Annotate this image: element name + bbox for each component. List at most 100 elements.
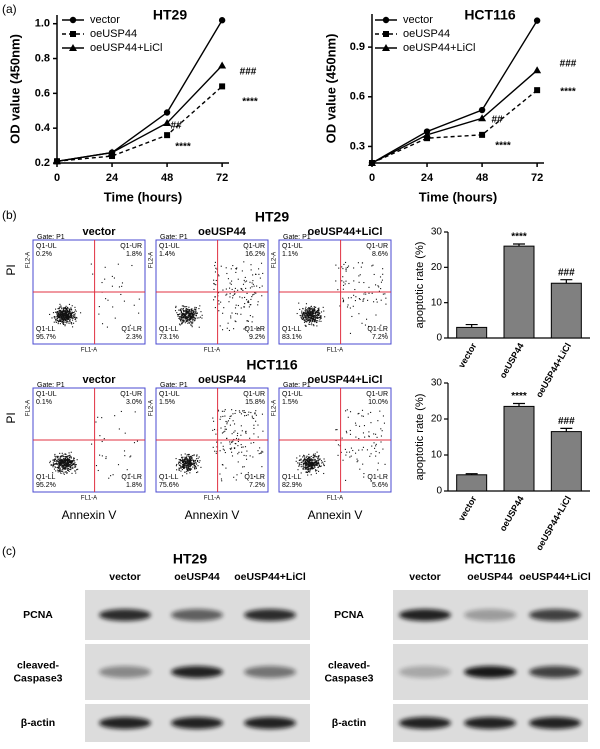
dot <box>180 316 182 318</box>
y-tick-label: 0 <box>436 333 442 344</box>
dot <box>186 459 188 461</box>
dot <box>53 459 55 461</box>
y-tick-label: 30 <box>431 378 443 389</box>
dot <box>261 285 263 287</box>
dot <box>181 475 184 477</box>
dot <box>69 459 71 461</box>
dot <box>305 464 308 466</box>
dot <box>197 457 199 459</box>
dot <box>306 309 308 311</box>
dot <box>68 316 70 318</box>
dot <box>306 319 308 321</box>
dot <box>61 455 63 457</box>
dot <box>309 465 311 467</box>
dot <box>312 459 314 461</box>
dot <box>195 313 198 315</box>
quadrant-percent: 1.8% <box>126 482 142 489</box>
dot <box>186 468 188 470</box>
dot <box>317 312 319 314</box>
dot <box>181 323 183 325</box>
dot <box>191 324 193 326</box>
dot <box>257 304 259 306</box>
dot <box>225 420 227 423</box>
dot <box>318 465 320 467</box>
dot <box>53 463 55 465</box>
dot <box>56 463 58 465</box>
blot-band <box>99 666 151 678</box>
flow-y-label: PI <box>4 412 18 423</box>
x-tick-label: 72 <box>216 172 228 184</box>
dot <box>185 314 187 316</box>
dot <box>309 315 311 317</box>
dot <box>76 459 78 461</box>
dot <box>320 315 322 317</box>
dot <box>306 310 308 313</box>
dot <box>56 313 58 315</box>
dot <box>129 324 131 326</box>
dot <box>213 428 216 431</box>
dot <box>255 414 257 416</box>
dot <box>185 311 187 313</box>
dot <box>176 314 179 316</box>
dot <box>179 459 181 461</box>
quadrant-percent: 2.3% <box>126 334 142 341</box>
dot <box>303 455 306 457</box>
dot <box>347 416 349 418</box>
dot <box>194 306 196 308</box>
section-title: HCT116 <box>246 357 298 373</box>
dot <box>380 435 382 437</box>
quadrant-name: Q1-UR <box>243 243 265 250</box>
dot <box>317 459 319 461</box>
dot <box>69 462 71 464</box>
data-line <box>56 85 223 162</box>
dot <box>59 464 61 466</box>
dot <box>253 433 255 435</box>
lane-label: oeUSP44+LiCl <box>519 571 591 583</box>
dot <box>258 328 260 330</box>
dot <box>180 310 182 312</box>
dot <box>186 471 188 473</box>
dot <box>309 309 311 311</box>
dot <box>227 278 229 280</box>
dot <box>311 322 313 324</box>
dot <box>310 317 312 319</box>
dot <box>186 316 188 318</box>
dot <box>245 432 247 434</box>
dot <box>59 470 61 473</box>
dot <box>194 313 196 315</box>
dot <box>67 455 69 457</box>
dot <box>68 320 71 322</box>
quadrant-percent: 5.6% <box>372 482 388 489</box>
dot <box>72 315 75 317</box>
dot <box>57 315 59 317</box>
dot <box>312 311 314 313</box>
dot <box>70 467 72 469</box>
dot <box>104 278 106 280</box>
dot <box>178 313 180 315</box>
dot <box>190 464 193 466</box>
dot <box>238 438 240 440</box>
dot <box>56 311 58 313</box>
dot <box>187 464 189 466</box>
lane-label: oeUSP44 <box>174 571 220 583</box>
dot <box>60 469 62 471</box>
dot <box>186 460 188 462</box>
dot <box>189 318 191 321</box>
dot <box>348 451 351 453</box>
dot <box>312 456 314 458</box>
dot <box>192 312 194 315</box>
dot <box>181 466 183 468</box>
dot <box>311 324 313 326</box>
dot <box>368 286 370 288</box>
dot <box>74 318 76 321</box>
dot <box>189 456 191 458</box>
quadrant-percent: 1.1% <box>282 251 298 258</box>
dot <box>299 459 301 461</box>
dot <box>358 275 360 277</box>
dot <box>62 311 64 313</box>
dot <box>184 317 186 319</box>
dot <box>303 319 305 321</box>
quadrant-name: Q1-LR <box>121 474 142 481</box>
dot <box>235 437 238 440</box>
axis-name: FL2-A <box>26 400 32 416</box>
